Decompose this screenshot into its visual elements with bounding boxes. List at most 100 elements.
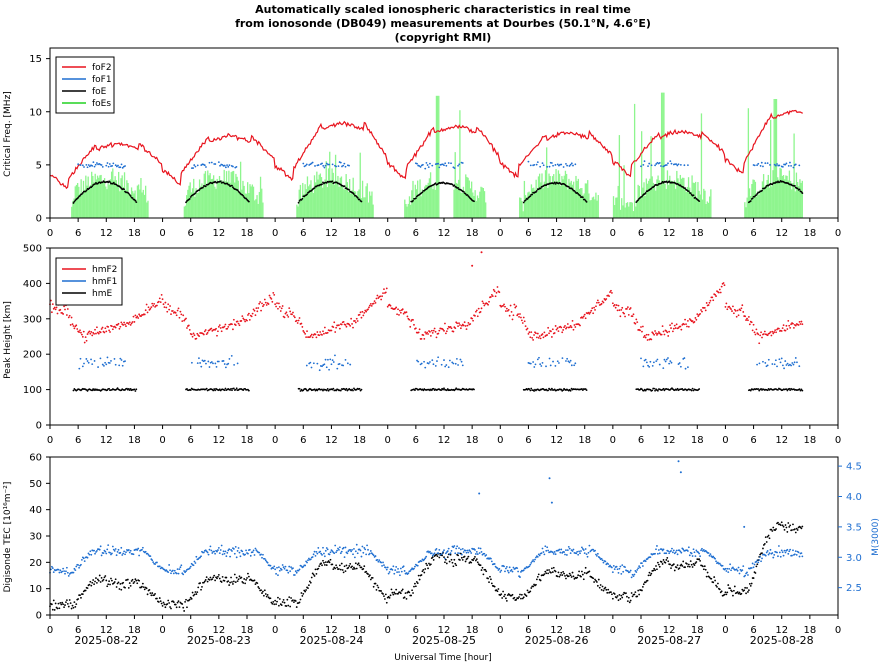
m3000-point <box>496 567 499 570</box>
tec-point <box>232 580 235 583</box>
foE-point <box>127 192 130 195</box>
foEs-bar <box>667 185 670 218</box>
tec-point <box>642 583 645 586</box>
tec-point <box>522 596 525 599</box>
foEs-bar <box>296 204 298 218</box>
foE-point <box>72 202 75 204</box>
foE-point <box>245 197 247 200</box>
x-tick-label: 12 <box>325 435 338 446</box>
hmF2-point <box>217 325 220 328</box>
m3000-point <box>621 564 624 566</box>
foEs-bar <box>541 173 543 218</box>
tec-point <box>347 566 350 569</box>
hmF2-point <box>800 320 803 323</box>
foF1-point <box>96 162 98 164</box>
tec-point <box>485 570 488 573</box>
foEs-bar <box>225 171 228 218</box>
hmF2-point <box>95 332 97 335</box>
hmF2-point <box>204 329 207 331</box>
tec-point <box>628 601 631 604</box>
tec-point <box>97 579 100 582</box>
hmF2-point <box>714 293 717 296</box>
m3000-point <box>554 553 557 556</box>
tec-point <box>258 587 261 590</box>
x-tick-label: 18 <box>466 625 479 636</box>
foE-point <box>73 200 76 203</box>
tec-point <box>301 595 304 597</box>
tec-point <box>191 591 194 594</box>
hmF2-point <box>609 291 611 293</box>
m3000-point <box>393 572 396 575</box>
hmF2-point <box>306 330 308 333</box>
tec-point <box>183 610 186 612</box>
hmF2-point <box>238 324 241 327</box>
hmF2-point <box>707 304 710 306</box>
hmF1-point <box>203 359 206 362</box>
tec-point <box>496 590 499 593</box>
tec-point <box>733 585 736 588</box>
foEs-bar <box>333 184 336 218</box>
hmF2-point <box>409 325 412 328</box>
hmF1-point <box>316 362 319 365</box>
m3000-point <box>694 555 697 558</box>
hmF2-point <box>268 294 271 297</box>
tec-point <box>712 581 715 584</box>
tec-point <box>583 571 586 574</box>
m3000-point <box>50 565 53 568</box>
m3000-point <box>173 569 176 572</box>
tec-point <box>327 560 330 562</box>
m3000-point <box>225 555 228 558</box>
foEs-bar <box>119 191 121 218</box>
m3000-point <box>398 571 400 573</box>
x-tick-label: 12 <box>212 625 225 636</box>
hmF2-point <box>414 327 417 330</box>
hmF2-point <box>761 336 763 339</box>
foEs-bar <box>656 179 658 218</box>
hmF1-point <box>214 362 217 365</box>
hmE-point <box>72 389 75 392</box>
tec-point <box>607 588 610 591</box>
m3000-point <box>639 566 641 569</box>
foEs-bar <box>588 193 590 218</box>
tec-point <box>736 591 739 593</box>
m3000-point <box>280 568 283 571</box>
tec-point <box>654 569 656 572</box>
tec-point <box>174 603 177 606</box>
hmF2-point <box>232 318 235 321</box>
hmF1-point <box>461 364 464 367</box>
tec-point <box>110 577 112 580</box>
foEs-bar <box>628 206 630 218</box>
hmF1-point <box>223 363 226 365</box>
foEs-bar <box>625 202 628 218</box>
foEs-bar <box>788 170 791 218</box>
foEs-bar <box>262 202 264 218</box>
hmF2-point <box>583 313 586 316</box>
foE-point <box>135 201 138 204</box>
m3000-point <box>111 545 114 548</box>
tec-point <box>630 592 633 594</box>
hmF1-point <box>103 364 105 367</box>
hmF2-point <box>536 332 539 335</box>
tec-point <box>515 598 518 601</box>
x-tick-label: 0 <box>47 435 53 446</box>
tec-point <box>103 576 106 579</box>
foEs-bar <box>354 191 357 218</box>
hmF2-point <box>133 321 136 323</box>
tec-point <box>88 583 91 586</box>
foEs-bar <box>750 196 752 218</box>
tec-point <box>775 528 777 530</box>
hmF2-point <box>151 302 154 305</box>
tec-point <box>482 573 485 576</box>
tec-point <box>102 578 105 581</box>
tec-point <box>257 586 260 588</box>
hmE-point <box>644 389 647 392</box>
m3000-point <box>478 492 481 495</box>
foEs-bar <box>408 196 411 218</box>
hmE-point <box>749 389 752 392</box>
m3000-point <box>457 552 459 554</box>
hmF2-point <box>762 333 765 335</box>
tec-point <box>618 593 621 596</box>
tec-point <box>344 570 347 573</box>
x-axis-label: Universal Time [hour] <box>394 653 491 663</box>
